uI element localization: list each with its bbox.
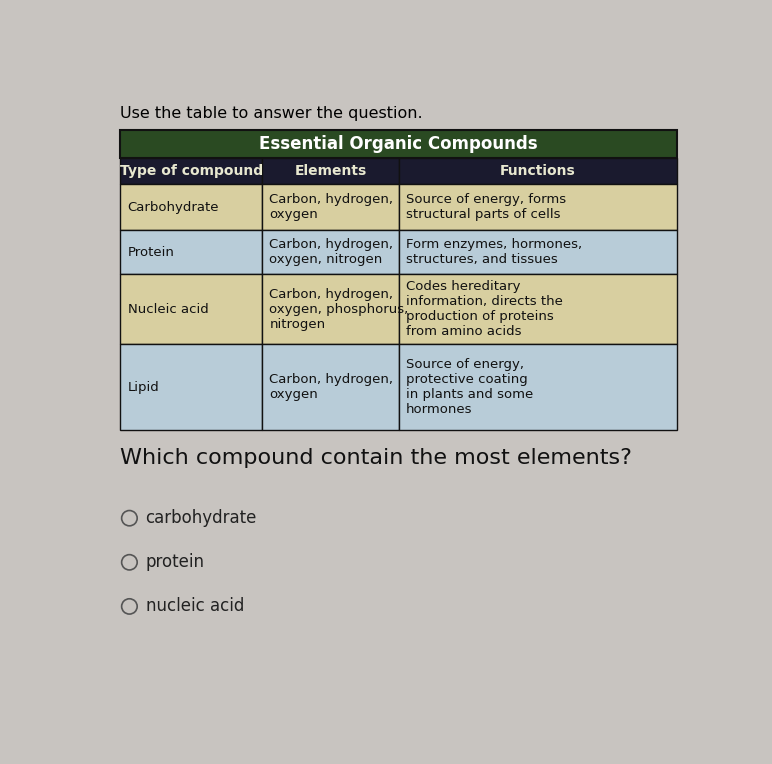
Text: Essential Organic Compounds: Essential Organic Compounds [259, 135, 538, 153]
Bar [120, 231, 262, 274]
Text: Nucleic acid: Nucleic acid [127, 303, 208, 316]
Bar [120, 345, 262, 430]
Bar [398, 158, 677, 184]
Text: Elements: Elements [294, 164, 367, 178]
Text: protein: protein [146, 553, 205, 571]
Text: Form enzymes, hormones,
structures, and tissues: Form enzymes, hormones, structures, and … [406, 238, 582, 266]
Bar [262, 158, 398, 184]
Text: Functions: Functions [500, 164, 576, 178]
Text: Carbon, hydrogen,
oxygen: Carbon, hydrogen, oxygen [269, 193, 394, 221]
Bar [120, 158, 262, 184]
Bar [262, 184, 398, 231]
Bar [262, 274, 398, 345]
Bar [398, 231, 677, 274]
Text: Carbohydrate: Carbohydrate [127, 201, 219, 214]
Bar [398, 345, 677, 430]
Text: Lipid: Lipid [127, 380, 159, 393]
Text: Type of compound: Type of compound [120, 164, 263, 178]
Bar [398, 274, 677, 345]
Bar [262, 231, 398, 274]
Text: Source of energy,
protective coating
in plants and some
hormones: Source of energy, protective coating in … [406, 358, 533, 416]
Text: Protein: Protein [127, 246, 174, 259]
Bar [262, 345, 398, 430]
Text: Use the table to answer the question.: Use the table to answer the question. [120, 106, 423, 121]
Bar [120, 184, 262, 231]
Text: Source of energy, forms
structural parts of cells: Source of energy, forms structural parts… [406, 193, 566, 221]
Text: Carbon, hydrogen,
oxygen: Carbon, hydrogen, oxygen [269, 373, 394, 401]
Bar [398, 184, 677, 231]
Text: Codes hereditary
information, directs the
production of proteins
from amino acid: Codes hereditary information, directs th… [406, 280, 563, 338]
Bar [120, 130, 677, 158]
Text: Carbon, hydrogen,
oxygen, phosphorus,
nitrogen: Carbon, hydrogen, oxygen, phosphorus, ni… [269, 288, 408, 331]
Text: nucleic acid: nucleic acid [146, 597, 244, 616]
Bar [120, 274, 262, 345]
Text: Carbon, hydrogen,
oxygen, nitrogen: Carbon, hydrogen, oxygen, nitrogen [269, 238, 394, 266]
Text: Which compound contain the most elements?: Which compound contain the most elements… [120, 448, 632, 468]
Text: carbohydrate: carbohydrate [146, 509, 257, 527]
